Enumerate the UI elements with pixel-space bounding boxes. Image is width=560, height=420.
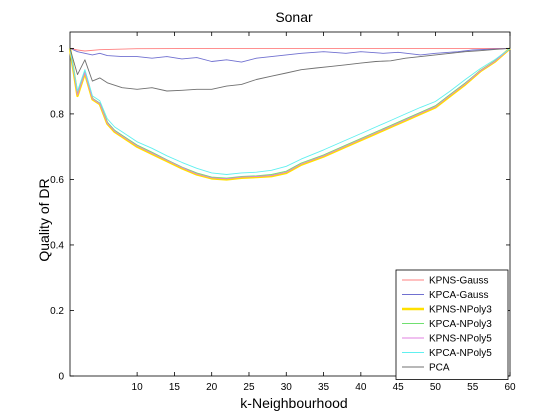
series-line-3 [69,48,511,179]
x-tick-label-10: 60 [504,382,516,393]
y-tick-label-1: 0.2 [50,306,64,317]
legend-label-5: KPCA-NPoly5 [429,348,492,359]
legend-label-0: KPNS-Gauss [429,276,488,287]
x-tick-label-5: 35 [318,382,330,393]
x-tick-label-2: 20 [206,382,218,393]
legend-label-6: PCA [429,363,450,374]
y-tick-label-4: 0.8 [50,109,64,120]
y-tick-label-2: 0.4 [50,240,64,251]
legend-label-2: KPNS-NPoly3 [429,305,492,316]
x-axis-title: k-Neighbourhood [240,395,347,411]
x-tick-label-6: 40 [355,382,367,393]
x-tick-label-7: 45 [393,382,405,393]
series-line-1 [69,47,511,63]
legend-label-4: KPNS-NPoly5 [429,334,492,345]
legend-label-1: KPCA-Gauss [429,290,488,301]
series-line-5 [69,48,511,175]
series-line-4 [69,48,511,180]
y-tick-label-3: 0.6 [50,175,64,186]
x-tick-label-0: 10 [132,382,144,393]
legend-box [395,269,509,380]
x-tick-label-8: 50 [430,382,442,393]
axes-frame [69,31,511,377]
legend-label-3: KPCA-NPoly3 [429,319,492,330]
axis-ticks: 10 15 20 25 30 35 40 45 50 55 60 0 0.2 0.4 0.6 0.8 1 [50,32,516,393]
series-line-6 [69,47,511,92]
y-axis-title: Quality of DR [36,178,52,261]
x-tick-label-1: 15 [169,382,181,393]
y-tick-label-0: 0 [58,372,64,383]
x-tick-label-9: 55 [467,382,479,393]
chart-title: Sonar [275,9,313,25]
legend: KPNS-Gauss KPCA-Gauss KPNS-NPoly3 KPCA-NPol… [395,269,509,380]
x-tick-label-3: 25 [243,382,255,393]
y-tick-label-5: 1 [58,44,64,55]
x-tick-label-4: 30 [281,382,293,393]
series-line-0 [69,47,510,52]
plot-area [68,31,511,377]
